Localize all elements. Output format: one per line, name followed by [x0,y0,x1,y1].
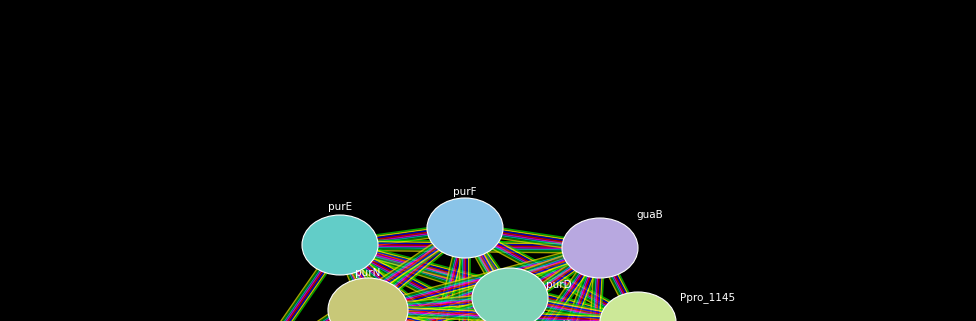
Text: purE: purE [328,202,352,212]
Ellipse shape [600,292,676,321]
Text: Ppro_1145: Ppro_1145 [680,292,735,303]
Ellipse shape [427,198,503,258]
Text: purN: purN [355,268,381,278]
Ellipse shape [562,218,638,278]
Text: purF: purF [453,187,476,197]
Text: purH: purH [546,320,571,321]
Text: purD: purD [546,280,572,290]
Text: guaB: guaB [636,210,663,220]
Ellipse shape [472,268,548,321]
Ellipse shape [302,215,378,275]
Ellipse shape [328,278,408,321]
